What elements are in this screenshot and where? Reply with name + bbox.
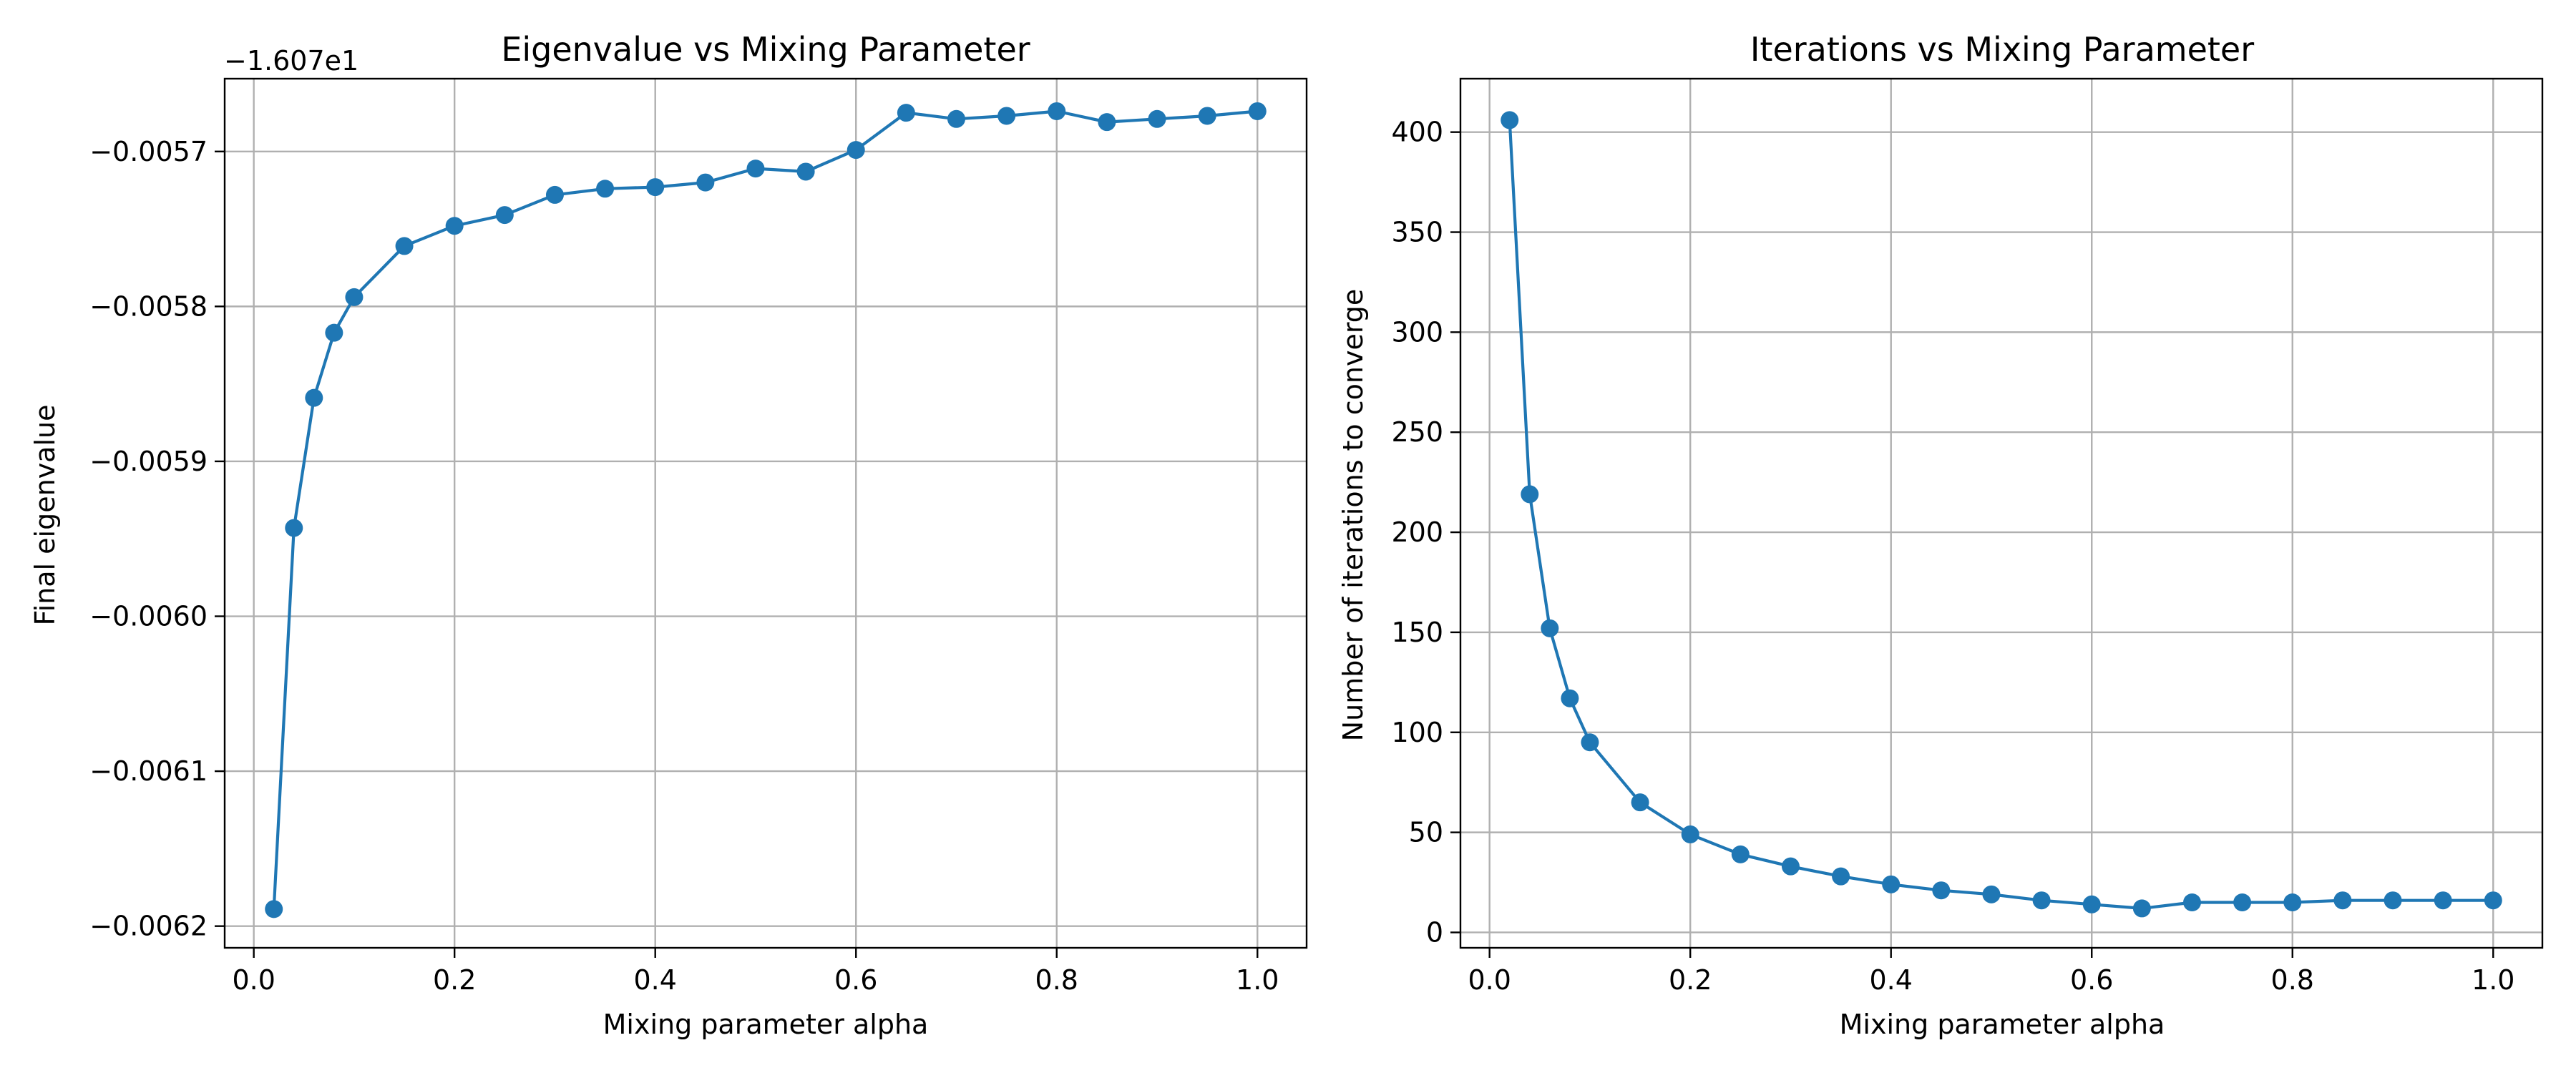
data-point <box>2132 899 2151 918</box>
y-tick-label: 400 <box>1391 117 1443 148</box>
y-axis-label: Number of iterations to converge <box>1337 289 1369 742</box>
x-tick-label: 0.0 <box>232 964 275 996</box>
x-axis-label: Mixing parameter alpha <box>1840 1009 2165 1040</box>
data-point <box>305 388 323 407</box>
y-tick-label: 350 <box>1391 217 1443 248</box>
data-point <box>897 104 915 122</box>
data-point <box>2032 891 2051 910</box>
data-point <box>2233 893 2252 912</box>
plot-frame <box>223 77 1308 949</box>
x-tick-label: 0.0 <box>1468 964 1511 996</box>
data-point <box>1882 875 1901 893</box>
series-line <box>272 109 1258 910</box>
data-point <box>1731 845 1750 863</box>
x-tick-label: 0.8 <box>1035 964 1078 996</box>
data-point <box>696 173 715 192</box>
data-point <box>1581 733 1599 752</box>
y-tick-label: −0.0058 <box>89 290 208 322</box>
data-point <box>2182 893 2201 912</box>
chart-title: Iterations vs Mixing Parameter <box>1750 30 2254 69</box>
data-point <box>345 288 364 306</box>
y-tick-label: 300 <box>1391 316 1443 348</box>
data-point <box>1248 102 1267 120</box>
data-point <box>796 162 815 181</box>
data-point <box>2484 891 2502 910</box>
x-tick-label: 0.2 <box>1669 964 1712 996</box>
data-point <box>445 217 464 235</box>
y-tick-label: 0 <box>1426 916 1443 948</box>
x-tick-label: 1.0 <box>2472 964 2514 996</box>
data-point <box>1932 881 1951 900</box>
y-tick-label: 200 <box>1391 516 1443 548</box>
data-point <box>1148 109 1166 128</box>
x-tick-label: 0.6 <box>2070 964 2113 996</box>
data-point <box>2384 891 2402 910</box>
data-point <box>1832 867 1850 886</box>
data-point <box>646 178 665 197</box>
data-point <box>265 900 283 918</box>
data-point <box>847 141 865 160</box>
data-point <box>395 237 414 255</box>
y-tick-label: −0.0062 <box>89 911 208 942</box>
data-point <box>2434 891 2452 910</box>
data-point <box>997 107 1016 125</box>
data-point <box>1982 885 2001 903</box>
x-tick-label: 0.4 <box>633 964 676 996</box>
data-point <box>947 109 965 128</box>
y-offset-text: −1.607e1 <box>224 45 358 77</box>
data-point <box>2082 895 2101 913</box>
data-point <box>746 160 765 178</box>
y-tick-label: 150 <box>1391 617 1443 648</box>
data-point <box>1048 102 1066 120</box>
data-point <box>1541 619 1559 637</box>
data-point <box>2333 891 2352 910</box>
data-point <box>545 185 564 204</box>
x-tick-label: 0.6 <box>834 964 877 996</box>
x-axis-label: Mixing parameter alpha <box>603 1009 929 1040</box>
chart-eigenvalue: Eigenvalue vs Mixing Parameter −1.607e1 … <box>29 30 1308 1040</box>
data-point <box>1521 485 1539 504</box>
plot-frame <box>1459 77 2544 949</box>
data-point <box>596 180 615 198</box>
x-tick-label: 0.4 <box>1869 964 1912 996</box>
data-point <box>2283 893 2302 912</box>
y-tick-label: −0.0060 <box>89 601 208 632</box>
y-tick-label: −0.0057 <box>89 136 208 167</box>
y-tick-label: −0.0061 <box>89 755 208 787</box>
data-point <box>495 206 514 225</box>
x-tick-label: 1.0 <box>1236 964 1279 996</box>
y-tick-label: 50 <box>1409 817 1443 848</box>
chart-iterations: Iterations vs Mixing Parameter Mixing pa… <box>1337 30 2544 1040</box>
chart-title: Eigenvalue vs Mixing Parameter <box>501 30 1030 69</box>
data-point <box>1681 825 1699 843</box>
y-axis-label: Final eigenvalue <box>29 405 61 626</box>
data-point <box>1561 689 1579 707</box>
data-point <box>325 323 343 342</box>
y-tick-label: 250 <box>1391 416 1443 448</box>
x-tick-label: 0.8 <box>2271 964 2314 996</box>
data-point <box>1198 107 1216 125</box>
y-tick-label: 100 <box>1391 717 1443 748</box>
plot-area: 0.0 0.2 0.4 0.6 0.8 1.0 0 50 100 150 200 250 300 350 4… <box>1391 77 2544 996</box>
x-tick-label: 0.2 <box>433 964 476 996</box>
data-point <box>1098 113 1116 132</box>
series-line <box>1508 119 2494 911</box>
data-point <box>1501 111 1519 129</box>
data-point <box>285 519 303 537</box>
data-point <box>1631 793 1649 812</box>
data-point <box>1781 857 1800 876</box>
y-tick-label: −0.0059 <box>89 446 208 477</box>
plot-area: 0.0 0.2 0.4 0.6 0.8 1.0 −0.0062 −0.0061 −0.0060 −… <box>89 77 1308 996</box>
